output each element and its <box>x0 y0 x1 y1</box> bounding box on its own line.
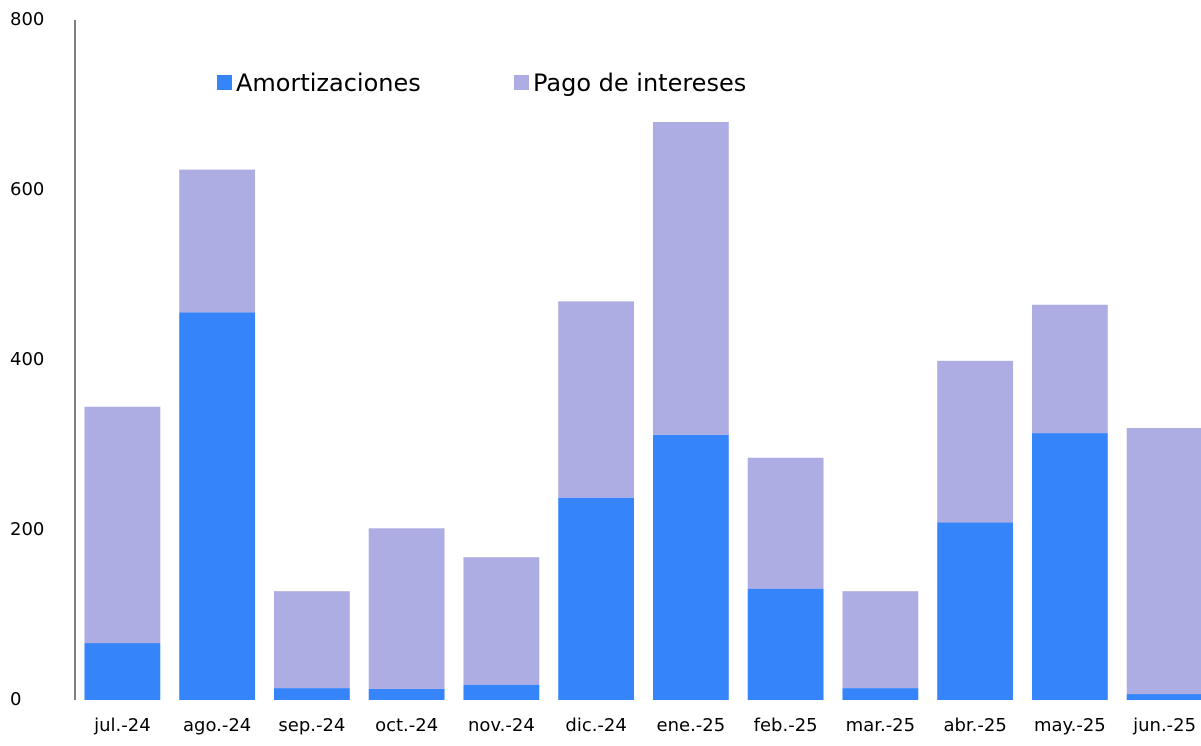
bar-segment <box>1031 304 1108 434</box>
x-tick-label: abr.-25 <box>943 715 1006 736</box>
y-tick-label: 200 <box>10 519 44 540</box>
bar-segment <box>1126 428 1201 695</box>
bar-segment <box>463 557 540 685</box>
bar-segment <box>84 643 161 700</box>
legend-swatch <box>514 75 529 90</box>
x-tick-label: ago.-24 <box>183 715 251 736</box>
bar-segment <box>84 406 161 644</box>
bar-segment <box>937 360 1014 523</box>
bar-segment <box>747 588 824 700</box>
bar-segment <box>273 688 350 700</box>
x-tick-label: jun.-25 <box>1132 715 1196 736</box>
legend-label: Pago de intereses <box>533 69 746 97</box>
y-tick-label: 600 <box>10 179 44 200</box>
bar-segment <box>273 591 350 689</box>
bar-segment <box>368 528 445 689</box>
x-tick-label: sep.-24 <box>278 715 345 736</box>
bar-segment <box>463 684 540 700</box>
y-tick-label: 0 <box>10 689 21 710</box>
y-tick-label: 400 <box>10 349 44 370</box>
x-tick-label: may.-25 <box>1034 715 1106 736</box>
bar-segment <box>1031 433 1108 700</box>
bar-segment <box>179 312 256 700</box>
y-tick-label: 800 <box>10 9 44 30</box>
bar-segment <box>747 457 824 589</box>
bar-segment <box>558 301 635 498</box>
x-tick-label: ene.-25 <box>657 715 726 736</box>
x-tick-label: dic.-24 <box>565 715 626 736</box>
legend-swatch <box>217 75 232 90</box>
bar-segment <box>842 688 919 700</box>
legend-label: Amortizaciones <box>236 69 421 97</box>
bar-segment <box>558 497 635 700</box>
x-tick-label: feb.-25 <box>754 715 818 736</box>
bar-segment <box>1126 694 1201 700</box>
bar-segment <box>652 122 729 435</box>
bar-segment <box>652 434 729 700</box>
bar-segment <box>368 688 445 700</box>
bar-segment <box>179 169 256 313</box>
x-tick-label: jul.-24 <box>93 715 151 736</box>
bar-segment <box>937 522 1014 700</box>
x-tick-label: nov.-24 <box>468 715 535 736</box>
x-tick-label: oct.-24 <box>375 715 438 736</box>
x-tick-label: mar.-25 <box>846 715 915 736</box>
bar-segment <box>842 591 919 689</box>
